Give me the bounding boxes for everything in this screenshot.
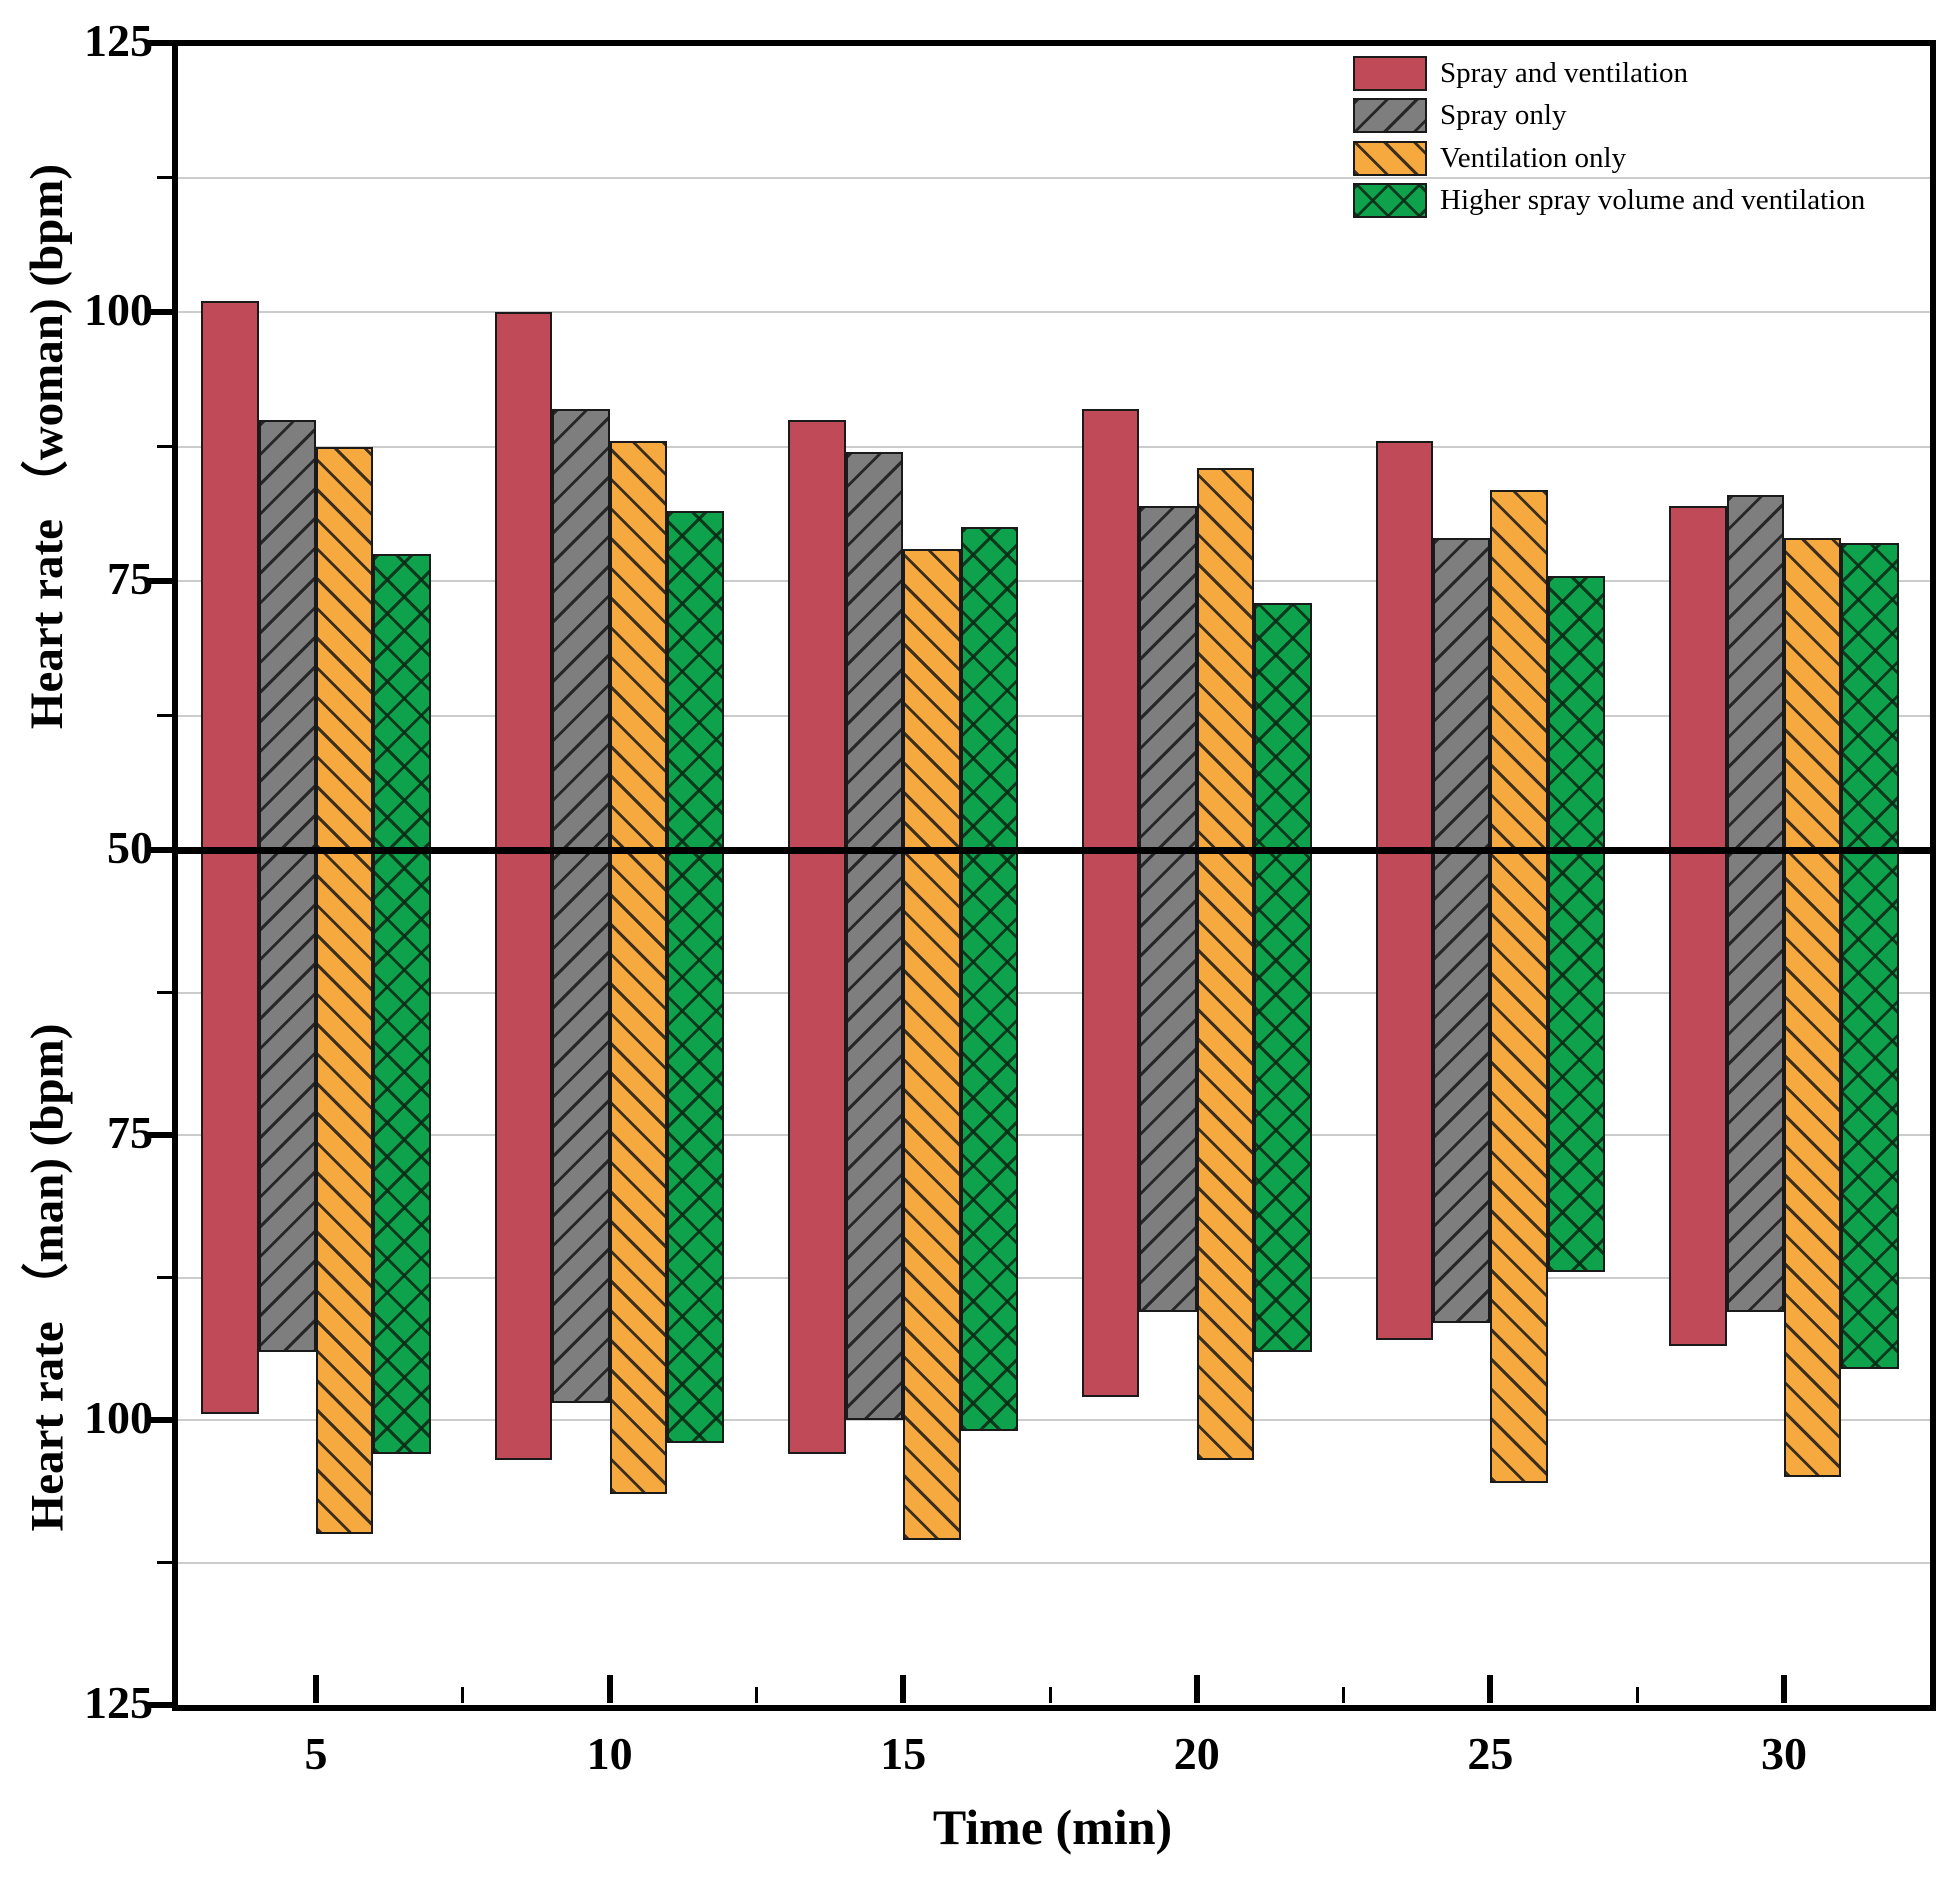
x-axis-minor-tick xyxy=(1635,1687,1639,1703)
bar xyxy=(1433,537,1491,1324)
y-tick-label: 100 xyxy=(84,284,153,335)
gridline xyxy=(175,580,1930,582)
bar xyxy=(609,441,667,1495)
gridline xyxy=(175,1276,1930,1279)
y-axis-tick xyxy=(157,445,172,448)
x-axis-minor-tick xyxy=(1342,1687,1346,1703)
bar xyxy=(903,548,961,1540)
y-axis-tick xyxy=(157,714,172,717)
gridline xyxy=(175,991,1930,994)
x-tick-label: 20 xyxy=(1173,1728,1220,1779)
bar xyxy=(258,419,316,1352)
y-axis-tick xyxy=(157,991,172,994)
bar xyxy=(1082,408,1140,1398)
y-tick-label: 75 xyxy=(107,1107,153,1158)
x-axis-tick xyxy=(313,1675,319,1703)
x-tick-label: 25 xyxy=(1467,1728,1514,1779)
bar xyxy=(845,451,904,1420)
bar xyxy=(1669,505,1727,1346)
gridline xyxy=(175,445,1930,448)
bar xyxy=(1139,505,1197,1312)
legend-swatch-icon xyxy=(1353,56,1427,91)
bar xyxy=(201,301,259,1415)
x-axis-tick xyxy=(1781,1675,1787,1703)
y-tick-label: 100 xyxy=(84,1392,153,1443)
y-tick-label: 50 xyxy=(107,822,153,873)
legend-item-label: Higher spray volume and ventilation xyxy=(1440,183,1866,216)
bar xyxy=(1784,537,1842,1477)
y-axis-tick xyxy=(145,1417,172,1423)
gridline xyxy=(175,1134,1930,1136)
bar xyxy=(1490,489,1548,1483)
legend-swatch-icon xyxy=(1353,98,1427,134)
bar xyxy=(667,511,725,1443)
y-tick-label: 75 xyxy=(107,553,153,604)
x-axis-minor-tick xyxy=(1048,1687,1052,1703)
midline-50bpm xyxy=(175,846,1930,854)
bar xyxy=(1547,575,1606,1272)
gridline xyxy=(175,1419,1930,1421)
x-tick-label: 5 xyxy=(304,1728,328,1779)
legend-swatch-icon xyxy=(1353,182,1427,218)
x-axis-tick xyxy=(1193,1675,1200,1703)
bar xyxy=(494,312,553,1460)
x-axis-tick xyxy=(606,1675,613,1703)
gridline xyxy=(175,176,1930,179)
gridline xyxy=(175,1561,1930,1564)
y-axis-tick xyxy=(145,1702,172,1708)
x-tick-label: 30 xyxy=(1761,1728,1807,1779)
bar xyxy=(373,554,431,1455)
y-axis-tick xyxy=(145,1132,172,1138)
x-tick-label: 15 xyxy=(880,1728,927,1779)
bar xyxy=(1841,543,1899,1369)
y-axis-tick xyxy=(145,847,172,853)
y-axis-tick xyxy=(157,176,172,179)
y-axis-title-man: Heart rate （man) (bpm) xyxy=(0,1024,442,1532)
legend-swatch-icon xyxy=(1353,140,1427,176)
y-axis-tick xyxy=(145,40,172,46)
x-axis-minor-tick xyxy=(754,1687,758,1703)
x-axis-tick xyxy=(1487,1675,1494,1703)
legend-item-label: Ventilation only xyxy=(1440,141,1627,174)
y-axis-tick xyxy=(157,1276,172,1279)
y-axis-tick xyxy=(157,1561,172,1564)
bar xyxy=(1375,441,1433,1341)
bar xyxy=(960,527,1018,1432)
y-tick-label: 125 xyxy=(84,15,153,66)
bar xyxy=(1254,602,1312,1352)
legend-item-label: Spray only xyxy=(1440,99,1567,132)
y-axis-tick xyxy=(145,578,172,584)
bar xyxy=(552,408,610,1403)
x-axis-minor-tick xyxy=(461,1687,465,1703)
y-tick-label: 125 xyxy=(84,1677,153,1728)
gridline xyxy=(175,311,1930,313)
legend-item-label: Spray and ventilation xyxy=(1440,57,1689,89)
gridline xyxy=(175,714,1930,717)
y-axis-tick xyxy=(145,309,172,315)
y-axis-title-man-text: Heart rate （man) (bpm) xyxy=(21,1023,74,1532)
y-axis-title-woman-text: Heart rate （woman) (bpm) xyxy=(21,163,74,730)
bar xyxy=(1196,468,1255,1460)
bar xyxy=(316,446,374,1534)
bar xyxy=(788,419,846,1455)
y-axis-title-woman: Heart rate （woman) (bpm) xyxy=(0,164,442,729)
bar xyxy=(1726,494,1784,1312)
x-axis-tick xyxy=(900,1675,907,1703)
x-tick-label: 10 xyxy=(586,1728,633,1779)
x-axis-title: Time (min) xyxy=(932,1799,1173,1855)
